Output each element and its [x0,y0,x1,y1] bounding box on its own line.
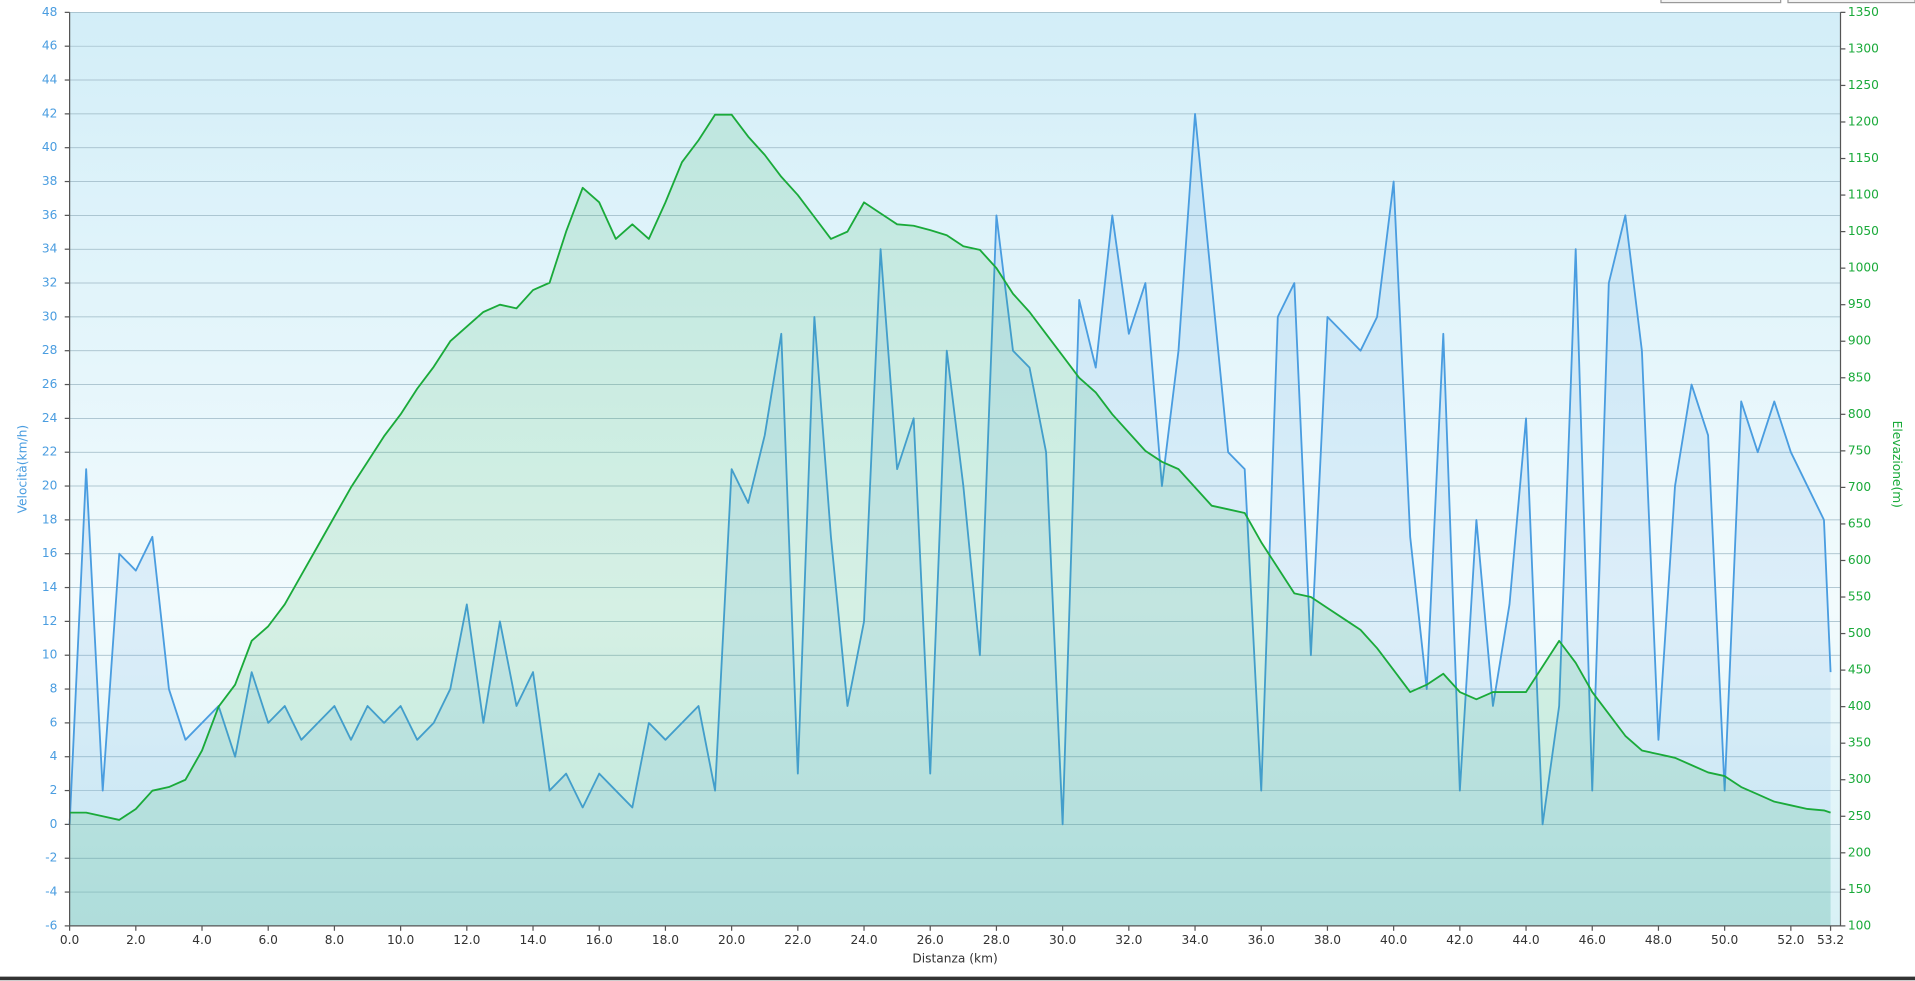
x-tick-label: 18.0 [652,933,679,947]
plot-area [69,12,1841,926]
y-tick-label: 24 [42,411,58,425]
y-tick-label: 30 [42,309,58,323]
y-tick-label: -2 [45,851,57,865]
series-line [68,112,1832,826]
x-tick-label: 48.0 [1645,933,1672,947]
y-tick-label: 42 [42,106,58,120]
x-axis-title: Distanza (km) [912,951,997,965]
y-tick-label: 10 [42,648,58,662]
y-tick-label: 34 [42,242,58,256]
y2-tick-label: 650 [1848,516,1871,530]
y2-tick-label: 1350 [1848,5,1879,19]
x-tick-label: 46.0 [1579,933,1606,947]
series-line [69,113,1831,821]
button[interactable] [1787,0,1915,4]
x-tick-label: 32.0 [1115,933,1142,947]
x-tick-label: 50.0 [1711,933,1738,947]
x-tick-label: 0.0 [60,933,79,947]
x-tick-label: 20.0 [718,933,745,947]
y2-tick-label: 200 [1848,845,1871,859]
y2-tick-label: 900 [1848,334,1871,348]
y2-tick-label: 400 [1848,699,1871,713]
x-tick-label: 26.0 [917,933,944,947]
y-tick-label: 36 [42,208,58,222]
y-tick-label: 2 [50,783,58,797]
series-area [69,113,1831,926]
x-tick-label: 16.0 [586,933,613,947]
grid [64,11,1846,931]
y-tick-label: 26 [42,377,58,391]
y-tick-label: 22 [42,445,58,459]
y2-tick-label: 1250 [1848,78,1879,92]
y2-tick-label: 150 [1848,882,1871,896]
x-tick-label: 14.0 [519,933,546,947]
y2-tick-label: 250 [1848,809,1871,823]
x-tick-label: 42.0 [1446,933,1473,947]
y-tick-label: 44 [42,73,58,87]
y-tick-label: 40 [42,140,58,154]
y2-tick-label: 700 [1848,480,1871,494]
x-tick-label: 44.0 [1512,933,1539,947]
y2-axis-title: Elevazione(m) [1890,421,1904,508]
y2-tick-label: 1000 [1848,261,1879,275]
y2-tick-label: 1100 [1848,188,1879,202]
y2-tick-label: 1150 [1848,151,1879,165]
x-tick-label: 2.0 [126,933,145,947]
y2-tick-label: 550 [1848,590,1871,604]
y2-tick-label: 850 [1848,370,1871,384]
series-area [69,114,1831,926]
y-tick-label: 0 [50,817,58,831]
y-tick-label: 48 [42,5,58,19]
x-tick-label: 34.0 [1181,933,1208,947]
y-tick-label: 28 [42,343,58,357]
y-tick-label: 12 [42,614,58,628]
y-tick-label: 38 [42,174,58,188]
y2-tick-label: 300 [1848,772,1871,786]
y2-tick-label: 350 [1848,736,1871,750]
x-tick-label: 52.0 [1777,933,1804,947]
y-tick-label: 46 [42,39,58,53]
y-tick-label: -4 [45,885,57,899]
y2-tick-label: 800 [1848,407,1871,421]
x-tick-label: 53.2 [1817,933,1844,947]
x-tick-label: 22.0 [784,933,811,947]
y-tick-label: 8 [50,682,58,696]
x-tick-label: 6.0 [259,933,278,947]
y2-tick-label: 1050 [1848,224,1879,238]
y-tick-label: -6 [45,918,57,932]
y2-tick-label: 500 [1848,626,1871,640]
y2-tick-label: 950 [1848,297,1871,311]
button[interactable] [1660,0,1782,4]
y-tick-label: 20 [42,479,58,493]
x-tick-label: 36.0 [1248,933,1275,947]
y2-tick-label: 600 [1848,553,1871,567]
x-tick-label: 24.0 [850,933,877,947]
y-tick-label: 18 [42,512,58,526]
y-tick-label: 6 [50,715,58,729]
y-tick-label: 32 [42,276,58,290]
y-tick-label: 4 [50,749,58,763]
axes [69,12,1842,927]
x-tick-label: 28.0 [983,933,1010,947]
x-tick-label: 12.0 [453,933,480,947]
x-tick-label: 8.0 [325,933,344,947]
y-tick-label: 14 [42,580,58,594]
y2-tick-label: 750 [1848,443,1871,457]
y2-tick-label: 450 [1848,663,1871,677]
x-tick-label: 40.0 [1380,933,1407,947]
x-tick-label: 30.0 [1049,933,1076,947]
marks [68,112,1832,926]
y-tick-label: 16 [42,546,58,560]
y2-tick-label: 1200 [1848,114,1879,128]
y-axis-title: Velocità(km/h) [16,425,30,513]
x-tick-label: 4.0 [192,933,211,947]
y2-tick-label: 100 [1848,918,1871,932]
x-tick-label: 38.0 [1314,933,1341,947]
x-tick-label: 10.0 [387,933,414,947]
y2-tick-label: 1300 [1848,41,1879,55]
